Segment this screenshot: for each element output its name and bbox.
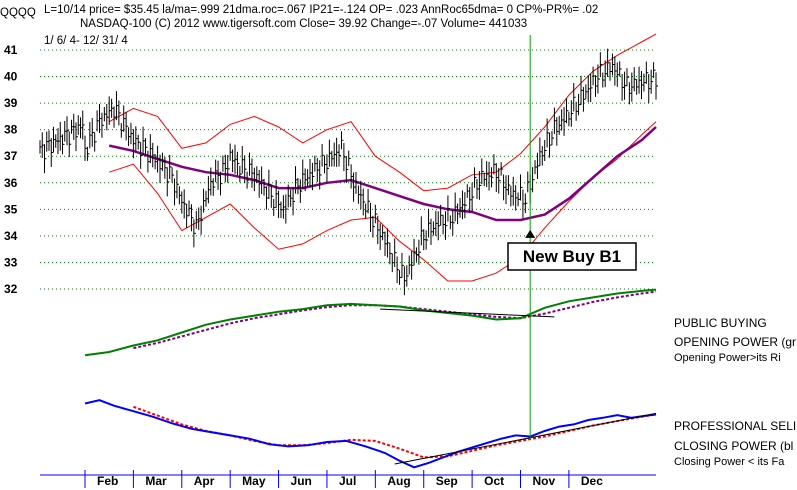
y-tick-label: 37 (4, 149, 18, 163)
month-label: Apr (194, 474, 215, 488)
annotation-label: New Buy B1 (523, 247, 621, 266)
opening-power-trendline (380, 308, 555, 318)
month-label: Jul (339, 474, 356, 488)
opening-power-label: OPENING POWER (gr (674, 335, 796, 349)
moving-average (108, 126, 657, 222)
ticker-label: QQQQ (0, 7, 36, 19)
month-label: Sep (436, 474, 458, 488)
price-bars (39, 48, 658, 296)
y-tick-label: 38 (4, 123, 18, 137)
y-tick-label: 33 (4, 255, 18, 269)
y-tick-label: 32 (4, 282, 18, 296)
upper-band-line (108, 33, 657, 192)
month-label: Feb (97, 474, 118, 488)
professional-selling-label: PROFESSIONAL SELI (674, 419, 796, 433)
y-tick-label: 41 (4, 43, 18, 57)
month-label: Dec (581, 474, 603, 488)
month-label: Mar (145, 474, 167, 488)
month-label: Nov (533, 474, 556, 488)
indicator-lines (84, 288, 657, 469)
month-label: Aug (387, 474, 410, 488)
y-tick-label: 40 (4, 70, 18, 84)
public-buying-label: PUBLIC BUYING (674, 316, 767, 330)
month-label: Jun (291, 474, 312, 488)
y-tick-label: 36 (4, 176, 18, 190)
buy-arrow (525, 229, 536, 238)
annotation-box (507, 242, 637, 271)
gridlines (40, 49, 656, 290)
header-line-1: L=10/14 price= $35.45 la/ma=.999 21dma.r… (44, 4, 598, 16)
closing-power-line (84, 399, 657, 469)
closing-power-trendline (394, 412, 657, 465)
y-tick-label: 35 (4, 202, 18, 216)
price-axis-labels: 32 33 34 35 36 37 38 39 40 41 (4, 43, 18, 296)
ma-line (108, 126, 657, 222)
month-label: Oct (484, 474, 504, 488)
header-line-2: NASDAQ-100 (C) 2012 www.tigersoft.com Cl… (80, 18, 527, 30)
closing-power-sub: Closing Power < its Fa (674, 456, 785, 468)
month-axis: Feb Mar Apr May Jun Jul Aug Sep Oct Nov Dec (40, 470, 656, 488)
new-buy-annotation: New Buy B1 (507, 242, 637, 271)
opening-power-sub: Opening Power>its Ri (674, 352, 781, 364)
y-tick-label: 39 (4, 96, 18, 110)
date-range-label: 1/ 6/ 4- 12/ 31/ 4 (44, 35, 128, 47)
opening-power-line (84, 288, 657, 357)
closing-power-label: CLOSING POWER (bl (674, 439, 793, 453)
y-tick-label: 34 (4, 229, 18, 243)
month-label: May (242, 474, 266, 488)
